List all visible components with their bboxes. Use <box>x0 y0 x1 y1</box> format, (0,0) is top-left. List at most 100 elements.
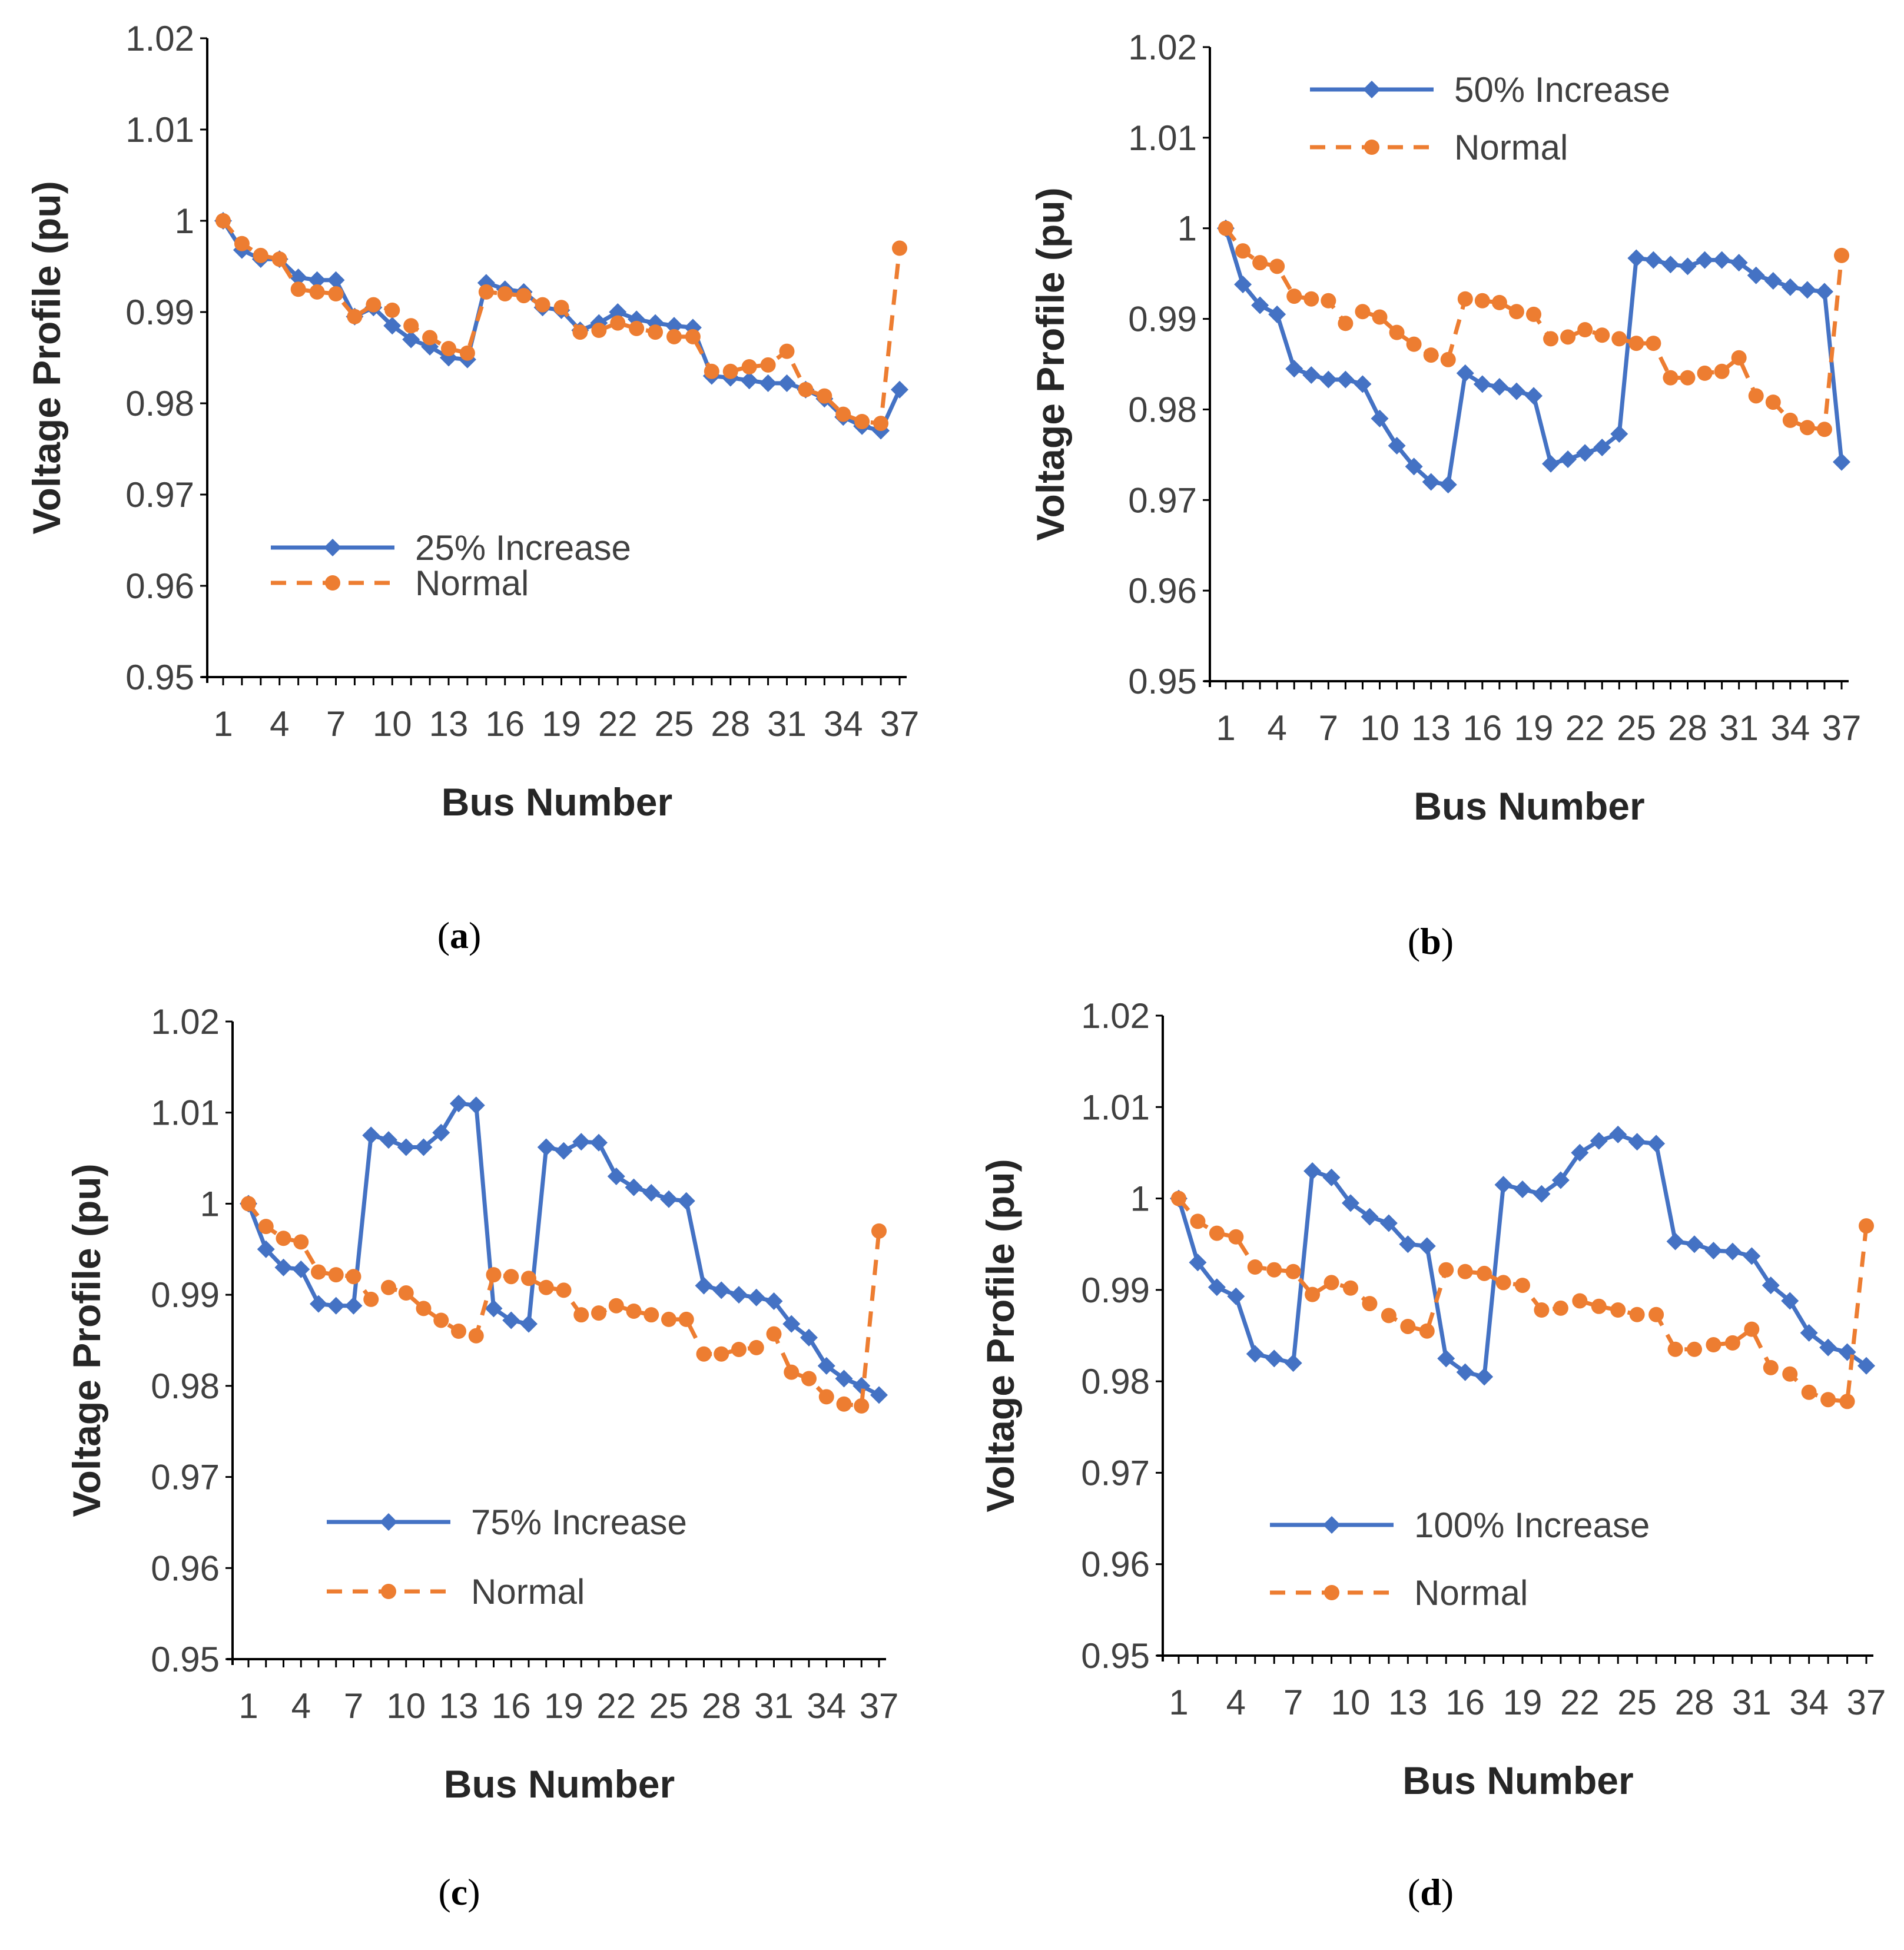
x-tick-label: 13 <box>1411 708 1451 748</box>
increase-point <box>835 1369 853 1388</box>
legend-swatch-marker <box>1324 1585 1339 1600</box>
normal-point <box>433 1312 449 1328</box>
normal-point <box>1572 1293 1588 1309</box>
normal-point <box>1515 1278 1530 1294</box>
normal-point <box>293 1234 309 1250</box>
y-tick-label: 1.02 <box>1128 28 1197 67</box>
x-tick-label: 25 <box>655 704 694 744</box>
normal-point <box>1343 1280 1358 1296</box>
normal-point <box>779 343 795 359</box>
increase-point <box>1571 1143 1589 1162</box>
y-tick-label: 0.95 <box>151 1640 220 1679</box>
increase-point <box>1781 278 1799 296</box>
normal-point <box>591 1305 606 1321</box>
increase-point <box>1234 276 1252 294</box>
normal-point <box>648 324 664 340</box>
increase-point <box>1342 1194 1359 1212</box>
normal-point <box>1303 291 1319 307</box>
increase-point <box>1798 281 1816 299</box>
increase-point <box>485 1299 503 1318</box>
normal-point <box>1628 336 1644 351</box>
normal-point <box>486 1267 502 1283</box>
legend-swatch-marker <box>324 539 341 556</box>
normal-point <box>1816 422 1832 437</box>
y-tick-label: 1.02 <box>1081 996 1150 1036</box>
increase-point <box>1514 1180 1531 1199</box>
increase-point <box>1437 1349 1455 1368</box>
increase-point <box>712 1281 731 1299</box>
normal-point <box>234 236 250 251</box>
increase-point <box>870 1386 888 1404</box>
normal-point <box>1209 1225 1225 1241</box>
x-tick-label: 34 <box>1789 1683 1829 1722</box>
increase-point <box>1559 450 1577 469</box>
increase-point <box>891 380 908 399</box>
normal-point <box>1714 363 1730 379</box>
panel-caption: (a) <box>437 914 482 956</box>
normal-point <box>521 1271 536 1286</box>
increase-point <box>1251 296 1269 314</box>
normal-point <box>1834 247 1849 263</box>
y-tick-label: 0.97 <box>1081 1453 1150 1493</box>
normal-point <box>1406 336 1422 352</box>
normal-point <box>1266 1262 1282 1278</box>
normal-point <box>1171 1190 1186 1206</box>
normal-point <box>1648 1306 1664 1322</box>
normal-point <box>1680 370 1696 386</box>
y-tick-label: 0.95 <box>125 658 194 697</box>
normal-point <box>685 329 701 344</box>
normal-point <box>1269 258 1285 274</box>
x-tick-label: 4 <box>291 1686 311 1726</box>
y-tick-label: 0.96 <box>1081 1545 1150 1584</box>
normal-point <box>1731 350 1747 366</box>
increase-point <box>555 1142 573 1160</box>
normal-point <box>1560 329 1576 345</box>
panel-caption: (d) <box>1408 1871 1454 1913</box>
increase-point <box>695 1276 713 1295</box>
normal-point <box>1577 322 1593 338</box>
legend-entry-label: 25% Increase <box>415 528 631 568</box>
normal-point <box>1381 1308 1397 1324</box>
normal-point <box>1235 243 1251 259</box>
y-tick-label: 1.01 <box>1081 1087 1150 1127</box>
increase-point <box>1576 444 1594 462</box>
panel-caption: (b) <box>1408 920 1454 962</box>
normal-point <box>1724 1335 1740 1351</box>
increase-point <box>362 1126 380 1145</box>
normal-point <box>1389 324 1405 340</box>
legend-swatch-marker <box>1363 81 1381 98</box>
normal-point <box>1687 1341 1702 1357</box>
normal-point <box>441 341 456 356</box>
normal-point <box>1663 370 1679 386</box>
x-tick-label: 1 <box>213 704 233 744</box>
legend-swatch-marker <box>381 1584 396 1599</box>
x-tick-label: 22 <box>596 1686 636 1726</box>
increase-point <box>1208 1278 1226 1296</box>
normal-point <box>1667 1341 1683 1357</box>
increase-point <box>344 1296 363 1315</box>
increase-point <box>1525 387 1543 405</box>
normal-point <box>1190 1213 1206 1229</box>
normal-point <box>1228 1229 1244 1245</box>
normal-point <box>591 323 607 338</box>
increase-point <box>310 1295 327 1313</box>
increase-point <box>572 1133 591 1151</box>
normal-point <box>1355 304 1371 320</box>
normal-point <box>661 1311 676 1327</box>
increase-point <box>1246 1345 1264 1363</box>
normal-point <box>478 284 494 300</box>
normal-point <box>1285 1263 1301 1279</box>
increase-point <box>1647 1135 1666 1153</box>
increase-point <box>1227 1287 1245 1305</box>
normal-point <box>760 357 776 373</box>
increase-point <box>1551 1171 1570 1189</box>
x-tick-label: 4 <box>1267 708 1286 748</box>
normal-point <box>1744 1321 1760 1337</box>
normal-point <box>1438 1262 1454 1278</box>
normal-point <box>309 284 325 300</box>
y-tick-label: 0.97 <box>151 1458 220 1497</box>
normal-point <box>1801 1384 1817 1400</box>
normal-point <box>468 1328 484 1344</box>
